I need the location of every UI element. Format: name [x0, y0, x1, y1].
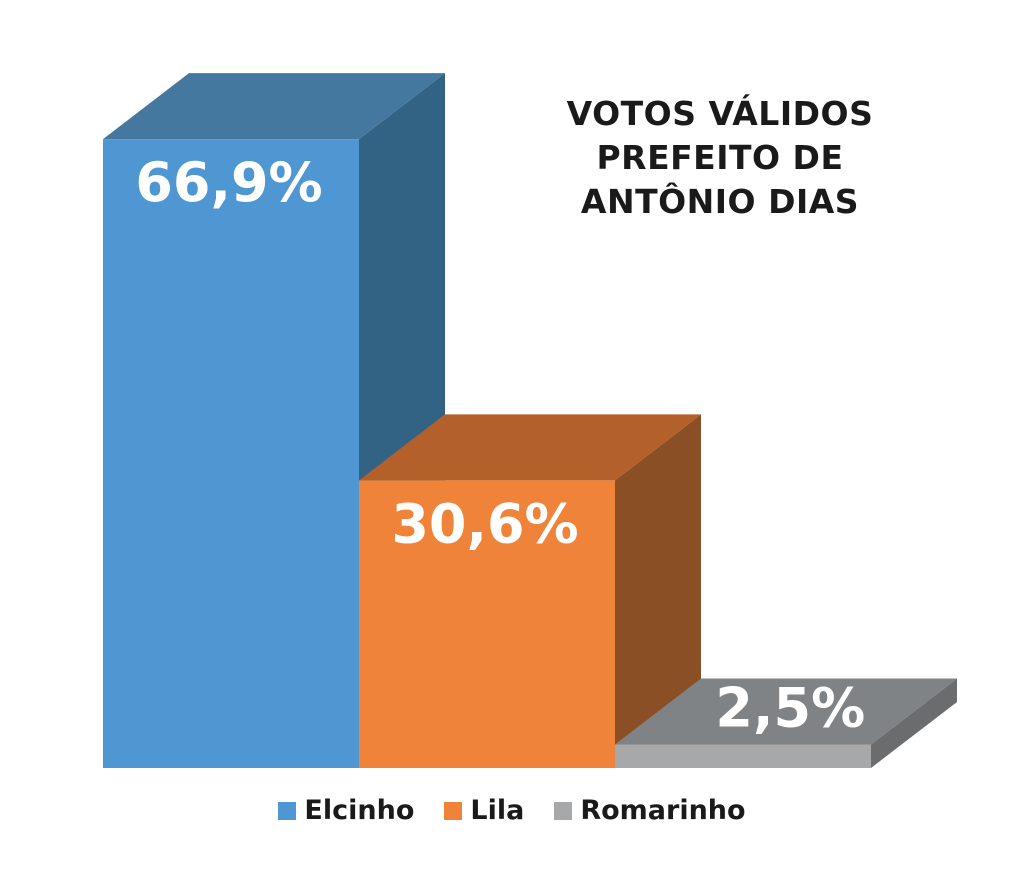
bar-front-elcinho — [103, 139, 359, 768]
chart-title-line-1: VOTOS VÁLIDOS — [566, 94, 874, 133]
bar-side-romarinho — [871, 678, 957, 768]
bar-side-lila — [615, 414, 701, 768]
legend-label-elcinho: Elcinho — [304, 795, 415, 826]
bar-lila — [359, 414, 701, 768]
legend: Elcinho Lila Romarinho — [0, 795, 1024, 826]
bar-front-lila — [359, 480, 615, 768]
chart-title-line-3: ANTÔNIO DIAS — [580, 182, 860, 221]
bar-front-romarinho — [615, 744, 871, 768]
legend-swatch-lila — [444, 801, 463, 820]
data-label-elcinho: 66,9% — [135, 151, 322, 214]
legend-item-lila: Lila — [444, 795, 524, 826]
legend-item-romarinho: Romarinho — [554, 795, 746, 826]
legend-swatch-elcinho — [278, 801, 297, 820]
bar-top-lila — [359, 414, 701, 481]
legend-label-romarinho: Romarinho — [580, 795, 746, 826]
bar-romarinho — [615, 678, 957, 768]
bar-top-elcinho — [103, 73, 445, 140]
bar-top-romarinho — [615, 678, 957, 745]
legend-swatch-romarinho — [554, 801, 573, 820]
chart-title: VOTOS VÁLIDOS PREFEITO DE ANTÔNIO DIAS — [540, 92, 900, 224]
legend-label-lila: Lila — [470, 795, 525, 826]
chart-title-line-2: PREFEITO DE — [596, 138, 844, 177]
legend-item-elcinho: Elcinho — [278, 795, 414, 826]
data-label-romarinho: 2,5% — [715, 677, 865, 740]
data-label-lila: 30,6% — [391, 492, 578, 555]
